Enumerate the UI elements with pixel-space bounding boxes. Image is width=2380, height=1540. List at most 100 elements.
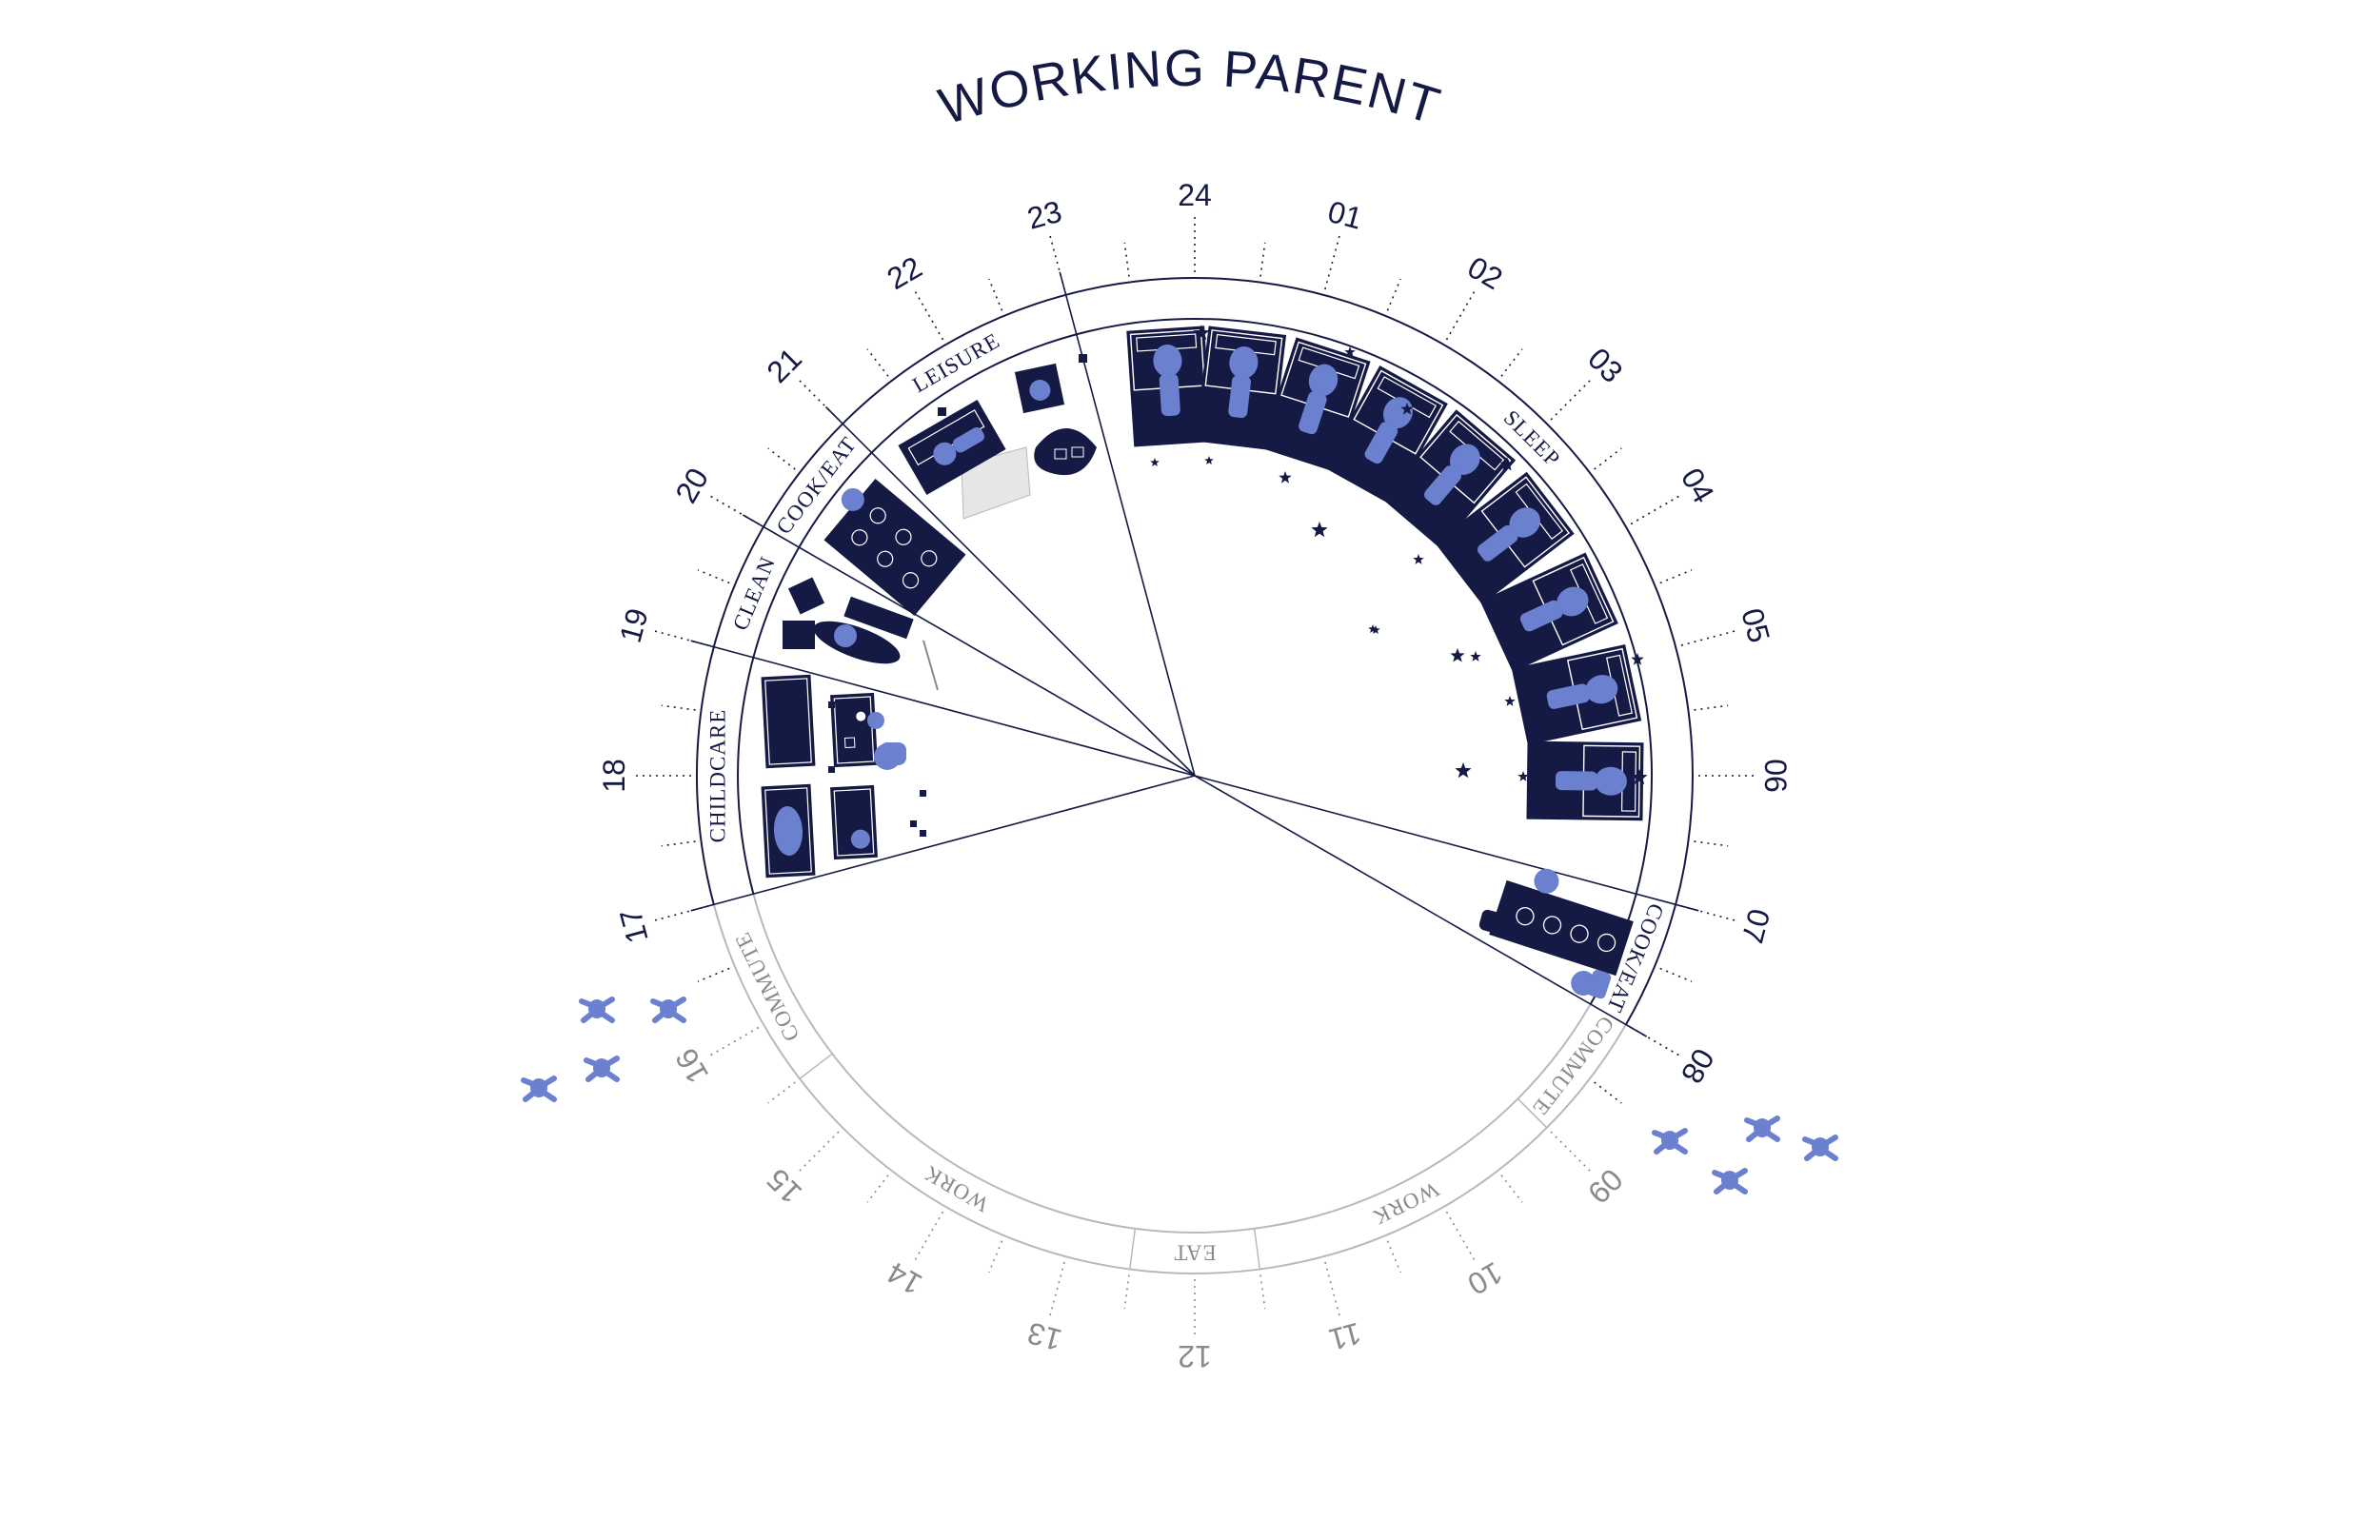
diagram-title: WORKING PARENT (933, 40, 1448, 136)
half-hour-tick (1500, 348, 1523, 377)
half-hour-tick (988, 278, 1003, 311)
half-hour-tick (1659, 967, 1693, 982)
hour-tick (707, 494, 760, 525)
hour-tick (1550, 378, 1593, 421)
commuter-morning-2 (1744, 1116, 1780, 1142)
ring-inner-active (737, 318, 1654, 1005)
toy-icon (910, 820, 917, 827)
boundary-line (824, 405, 1196, 777)
star-icon (1499, 457, 1515, 471)
hour-tick (651, 905, 709, 922)
half-hour-tick (1694, 840, 1729, 847)
star-icon (1413, 554, 1424, 564)
hour-tick (797, 1131, 840, 1174)
half-hour-tick (1659, 569, 1693, 584)
boundary-line (690, 640, 1196, 777)
star-icon (1150, 458, 1160, 466)
star-icon (1631, 653, 1644, 665)
hour-ticks (633, 214, 1756, 1337)
ring-outer-inactive (712, 904, 1627, 1274)
lamp-icon (1079, 354, 1087, 363)
half-hour-tick (1123, 242, 1130, 277)
star-icon (1193, 325, 1210, 341)
hour-tick (913, 288, 944, 341)
hour-label-14: 14 (882, 1255, 928, 1302)
leisure-sofa (898, 400, 1006, 495)
activity-label-childcare: CHILDCARE (706, 709, 730, 843)
hour-label-18: 18 (597, 759, 631, 793)
hour-label-17: 17 (613, 905, 655, 947)
hour-tick (913, 1211, 944, 1263)
activity-divider (799, 1053, 833, 1079)
ring-outer-active (695, 277, 1694, 1025)
activity-boundary-lines (690, 271, 1699, 1270)
hour-tick (1048, 232, 1065, 290)
half-hour-tick (1694, 704, 1729, 711)
hour-tick (1048, 1261, 1065, 1319)
hour-tick (1550, 1131, 1593, 1174)
crib-1 (761, 674, 816, 769)
hour-tick (1680, 629, 1738, 646)
parent-figure-body (880, 742, 906, 765)
half-hour-tick (866, 348, 889, 377)
diagram-title-text: WORKING PARENT (933, 40, 1446, 136)
half-hour-tick (866, 1175, 889, 1203)
sleep-bed-1 (1126, 326, 1213, 447)
star-icon (1400, 403, 1414, 415)
half-hour-tick (1259, 1274, 1266, 1310)
toy-icon (828, 766, 835, 773)
hour-label-12: 12 (1178, 1339, 1212, 1373)
hour-label-11: 11 (1325, 1316, 1364, 1357)
activity-label-work: WORK (1369, 1177, 1443, 1230)
half-hour-tick (697, 967, 730, 982)
hour-label-06: 06 (1758, 759, 1793, 793)
half-hour-tick (661, 704, 696, 711)
hour-tick (1630, 1026, 1682, 1057)
star-icon (1517, 771, 1529, 781)
boundary-line (1194, 775, 1647, 1037)
commuter-evening-4 (521, 1076, 557, 1102)
boundary-line (690, 775, 1196, 912)
toy-icon (828, 701, 835, 708)
half-hour-tick (1594, 1081, 1622, 1104)
hour-tick (1680, 905, 1738, 922)
sleep-bed-7 (1479, 552, 1618, 673)
hour-tick (1445, 288, 1477, 341)
activity-label-eat: EAT (1173, 1241, 1216, 1265)
hour-label-19: 19 (613, 604, 655, 646)
armchair-with-figure (1014, 363, 1065, 414)
activity-label-clean: CLEAN (728, 553, 780, 634)
half-hour-tick (767, 447, 796, 470)
floorplan-illustrations (521, 325, 1838, 1194)
clock-rings (695, 277, 1694, 1274)
star-icon (1371, 625, 1380, 634)
toy-icon (920, 830, 926, 837)
hour-label-20: 20 (668, 463, 715, 509)
hour-tick (1630, 494, 1682, 525)
sleep-bed-4 (1322, 365, 1448, 505)
half-hour-tick (1594, 447, 1622, 470)
half-hour-tick (661, 840, 696, 847)
hour-label-24: 24 (1178, 178, 1212, 212)
activity-divider (1517, 1097, 1548, 1129)
commuter-evening-2 (650, 997, 686, 1023)
sleep-bed-2 (1195, 326, 1287, 451)
play-mat-1 (830, 692, 878, 768)
hour-label-09: 09 (1581, 1162, 1630, 1211)
hour-label-10: 10 (1462, 1255, 1509, 1302)
star-icon (1204, 456, 1214, 464)
hour-label-05: 05 (1735, 604, 1776, 646)
half-hour-tick (767, 1081, 796, 1104)
activity-label-commute: COMMUTE (730, 928, 804, 1045)
star-icon (1470, 651, 1481, 661)
half-hour-tick (1386, 278, 1401, 311)
activity-divider (1128, 1228, 1137, 1270)
activity-label-work: WORK (920, 1161, 993, 1217)
washer-icon (783, 621, 815, 649)
child-figure (867, 712, 884, 729)
star-icon (1631, 769, 1648, 785)
book-icon (1071, 446, 1084, 458)
coffee-table-icon (1034, 428, 1097, 476)
morning-kitchen-table (1489, 868, 1634, 999)
